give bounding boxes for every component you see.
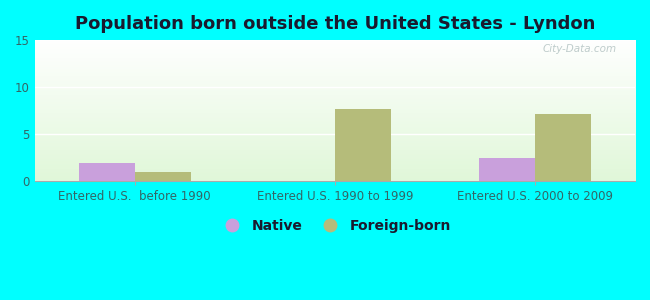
Bar bbox=[535, 114, 591, 182]
Text: City-Data.com: City-Data.com bbox=[543, 44, 617, 54]
Bar bbox=[79, 163, 135, 182]
Bar bbox=[335, 109, 391, 182]
Bar bbox=[135, 172, 191, 182]
Legend: Native, Foreign-born: Native, Foreign-born bbox=[213, 214, 457, 239]
Bar bbox=[479, 158, 535, 182]
Title: Population born outside the United States - Lyndon: Population born outside the United State… bbox=[75, 15, 595, 33]
